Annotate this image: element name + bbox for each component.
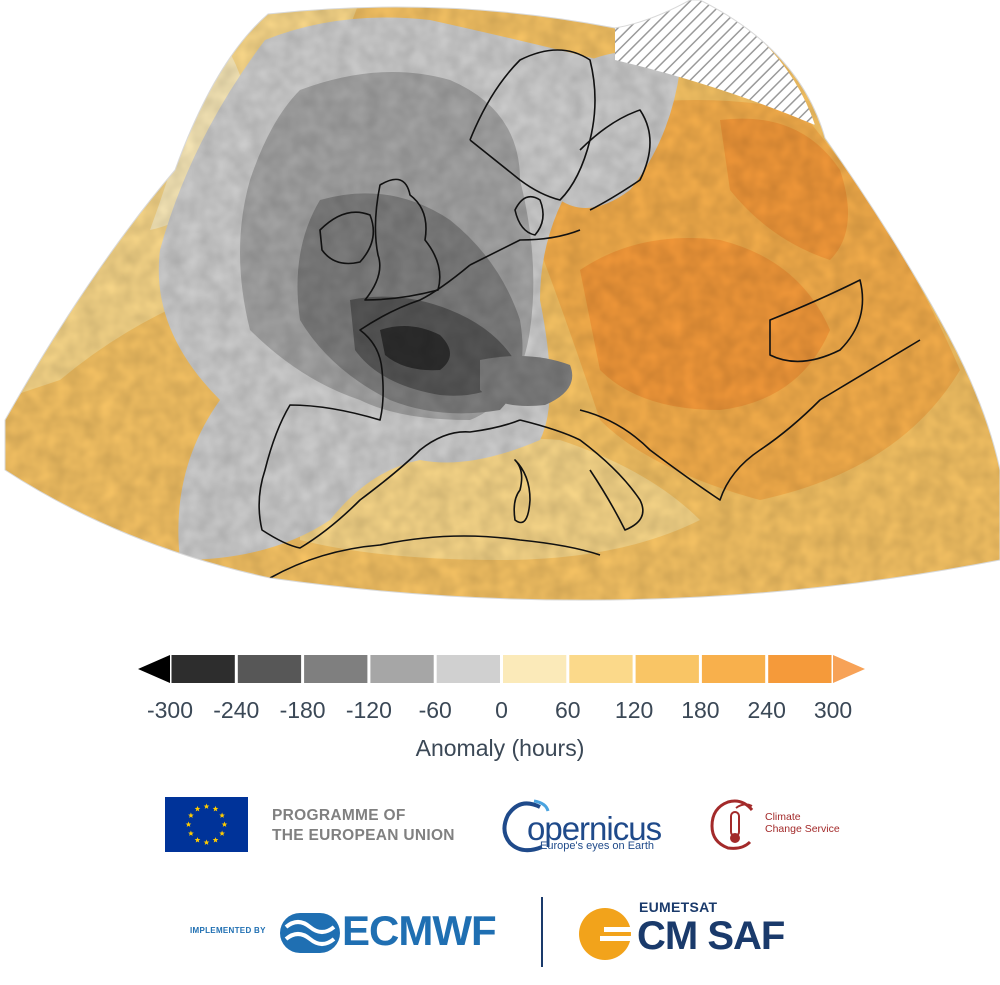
colorbar-tick-label: 120 [614, 697, 654, 723]
colorbar-tick-label: 0 [495, 697, 508, 723]
colorbar-bin--60-to-0 [436, 655, 500, 683]
colorbar-tick-label: -120 [345, 697, 392, 723]
colorbar-tick-label: 180 [681, 697, 720, 723]
eu-star-icon [185, 821, 192, 827]
coast-corsica-sardinia [513, 459, 531, 524]
climate-change-service-label: Climate Change Service [765, 811, 840, 835]
colorbar-bin-60-to-120 [569, 655, 633, 683]
colorbar-tick-label: 240 [747, 697, 786, 723]
eu-star-icon [188, 830, 194, 836]
eu-star-icon [194, 805, 201, 812]
coast-ireland [319, 211, 375, 265]
eu-star-icon [221, 821, 228, 827]
logo-divider [541, 897, 543, 967]
colorbar-bin-120-to-180 [635, 655, 699, 683]
coast-denmark [514, 195, 544, 236]
ccs-line1: Climate [765, 811, 801, 823]
eu-star-icon [203, 839, 210, 845]
copernicus-c-icon [502, 799, 550, 853]
colorbar [138, 655, 865, 683]
coast-balkans-greece [579, 339, 921, 501]
colorbar-bin--120-to--60 [370, 655, 434, 683]
coast-baltic [579, 109, 651, 211]
colorbar-bin--300-to--240 [171, 655, 235, 683]
implemented-by-label: IMPLEMENTED BY [190, 926, 266, 935]
eu-stars-icon [185, 803, 228, 845]
eumetsat-wordmark: EUMETSAT [639, 899, 718, 915]
map-frame [4, 0, 1000, 601]
colorbar-tick-label: -60 [418, 697, 452, 723]
coast-italy [519, 419, 644, 531]
colorbar-bin-0-to-60 [503, 655, 567, 683]
colorbar-bin--240-to--180 [237, 655, 302, 683]
copernicus-tagline: Europe's eyes on Earth [540, 840, 655, 852]
colorbar-tick-label: -180 [279, 697, 326, 723]
colorbar-tick-label: 300 [813, 697, 853, 723]
coast-north-sea [469, 229, 581, 266]
anomaly-field [5, 0, 1000, 601]
coast-black-sea [769, 279, 864, 363]
cmsaf-sun-icon [579, 908, 632, 960]
eu-star-icon [194, 837, 201, 843]
eu-star-icon [212, 805, 219, 812]
eu-programme-line2: THE EUROPEAN UNION [272, 827, 455, 844]
copernicus-wordmark: opernicus [527, 810, 662, 847]
colorbar-bins [171, 655, 832, 683]
ccs-line2: Change Service [765, 823, 840, 835]
eu-star-icon [219, 812, 225, 818]
climate-change-service-icon [710, 799, 754, 850]
eu-programme-line1: PROGRAMME OF [272, 807, 406, 824]
colorbar-over-arrow [833, 655, 865, 683]
eu-star-icon [203, 803, 210, 809]
ecmwf-wordmark: ECMWF [342, 907, 497, 954]
coastlines [258, 49, 921, 579]
field-texture [5, 0, 1000, 601]
coast-scandinavia [469, 49, 596, 201]
colorbar-tick-label: 60 [555, 697, 581, 723]
colorbar-tick-label: -300 [146, 697, 194, 723]
colorbar-bin--180-to--120 [304, 655, 368, 683]
eu-flag-logo [165, 797, 248, 852]
colorbar-tick-label: -240 [213, 697, 260, 723]
eu-programme-label: PROGRAMME OF THE EUROPEAN UNION [272, 806, 502, 846]
colorbar-bin-240-to-300 [768, 655, 832, 683]
anomaly-map [4, 0, 1000, 601]
eu-star-icon [188, 812, 194, 818]
eu-star-icon [212, 837, 219, 843]
cmsaf-wordmark: CM SAF [637, 914, 785, 958]
eu-star-icon [219, 830, 225, 836]
colorbar-bin-180-to-240 [701, 655, 766, 683]
ecmwf-wave-icon [280, 913, 340, 953]
no-data-hatch [615, 0, 815, 125]
coast-france-iberia [258, 264, 521, 549]
colorbar-axis-title: Anomaly (hours) [415, 735, 585, 761]
colorbar-under-arrow [138, 655, 170, 683]
coast-north-africa [269, 535, 601, 579]
